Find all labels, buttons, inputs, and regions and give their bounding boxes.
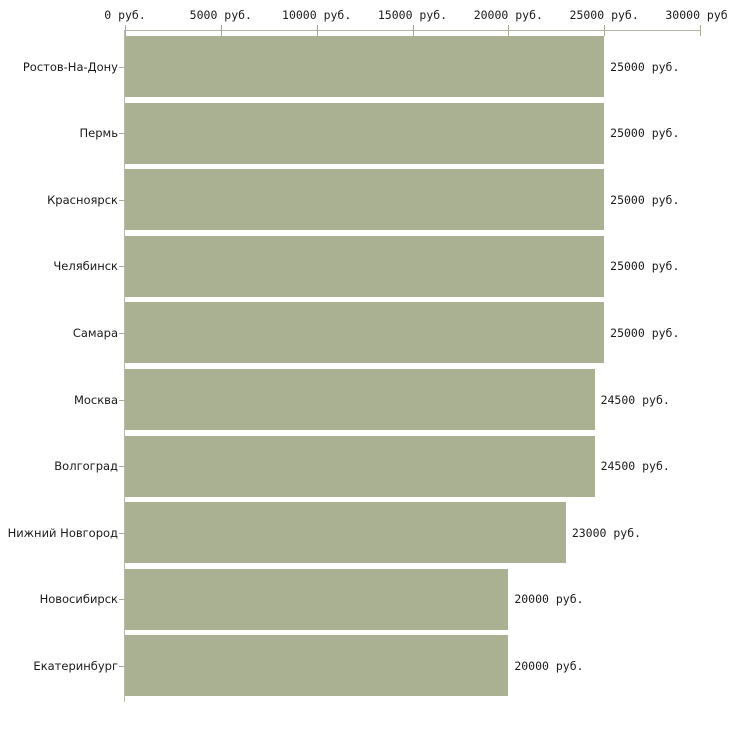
y-axis-tick: [119, 133, 125, 134]
bar[interactable]: [125, 302, 605, 364]
y-axis-category-label: Красноярск: [47, 192, 118, 207]
y-axis-tick: [119, 266, 125, 267]
x-axis-tick: [125, 25, 126, 36]
x-axis-tick: [220, 25, 222, 36]
bar-value-label: 23000 руб.: [571, 525, 642, 540]
y-axis-tick: [119, 533, 125, 534]
y-axis-category-label: Челябинск: [53, 259, 118, 274]
y-axis-category-label: Новосибирск: [39, 592, 118, 607]
y-axis-tick: [119, 400, 125, 401]
y-axis-category-label: Волгоград: [54, 459, 118, 474]
bar-value-label: 25000 руб.: [610, 192, 680, 207]
bar[interactable]: [125, 169, 605, 231]
x-axis-tick-label: 25000 руб.: [569, 8, 639, 22]
y-axis-category-label: Пермь: [79, 126, 118, 141]
x-axis-tick: [316, 25, 318, 36]
y-axis-category-label: Нижний Новгород: [7, 525, 118, 540]
y-axis-category-label: Ростов-На-Дону: [22, 59, 118, 74]
x-axis-tick: [700, 25, 701, 36]
bar-value-label: 24500 руб.: [600, 459, 670, 474]
x-axis-tick: [508, 25, 510, 36]
bar-value-label: 25000 руб.: [610, 325, 680, 340]
x-axis-tick-label: 15000 руб.: [377, 8, 448, 22]
y-axis-line: [124, 30, 125, 702]
bar-value-label: 25000 руб.: [610, 126, 680, 141]
x-axis-tick-label: 0 руб.: [104, 8, 146, 22]
bar[interactable]: [125, 568, 509, 630]
bar[interactable]: [125, 502, 566, 564]
y-axis-category-label: Москва: [73, 392, 118, 407]
x-axis-tick-label: 10000 руб.: [282, 8, 352, 22]
bar-value-label: 24500 руб.: [600, 392, 670, 407]
y-axis-tick: [119, 466, 125, 467]
y-axis-tick: [119, 333, 125, 334]
bar-value-label: 20000 руб.: [514, 658, 584, 673]
x-axis-tick-label: 5000 руб.: [189, 8, 252, 22]
bar-value-label: 20000 руб.: [514, 592, 584, 607]
y-axis-category-label: Самара: [72, 325, 118, 340]
x-axis-tick: [604, 25, 606, 36]
bar[interactable]: [125, 635, 509, 697]
bar[interactable]: [125, 102, 605, 164]
bar[interactable]: [125, 36, 605, 97]
y-axis-tick: [119, 666, 125, 667]
bar[interactable]: [125, 235, 605, 297]
x-axis-tick-label: 20000 руб.: [473, 8, 543, 22]
y-axis-tick: [119, 200, 125, 201]
bar[interactable]: [125, 435, 595, 497]
bar-value-label: 25000 руб.: [610, 59, 680, 74]
bar-value-label: 25000 руб.: [610, 259, 680, 274]
x-axis-tick-label: 30000 руб.: [665, 8, 730, 22]
y-axis-tick: [119, 599, 125, 600]
y-axis-tick: [119, 67, 125, 68]
y-axis-category-label: Екатеринбург: [33, 658, 118, 673]
x-axis-tick: [412, 25, 414, 36]
bar[interactable]: [125, 369, 595, 430]
